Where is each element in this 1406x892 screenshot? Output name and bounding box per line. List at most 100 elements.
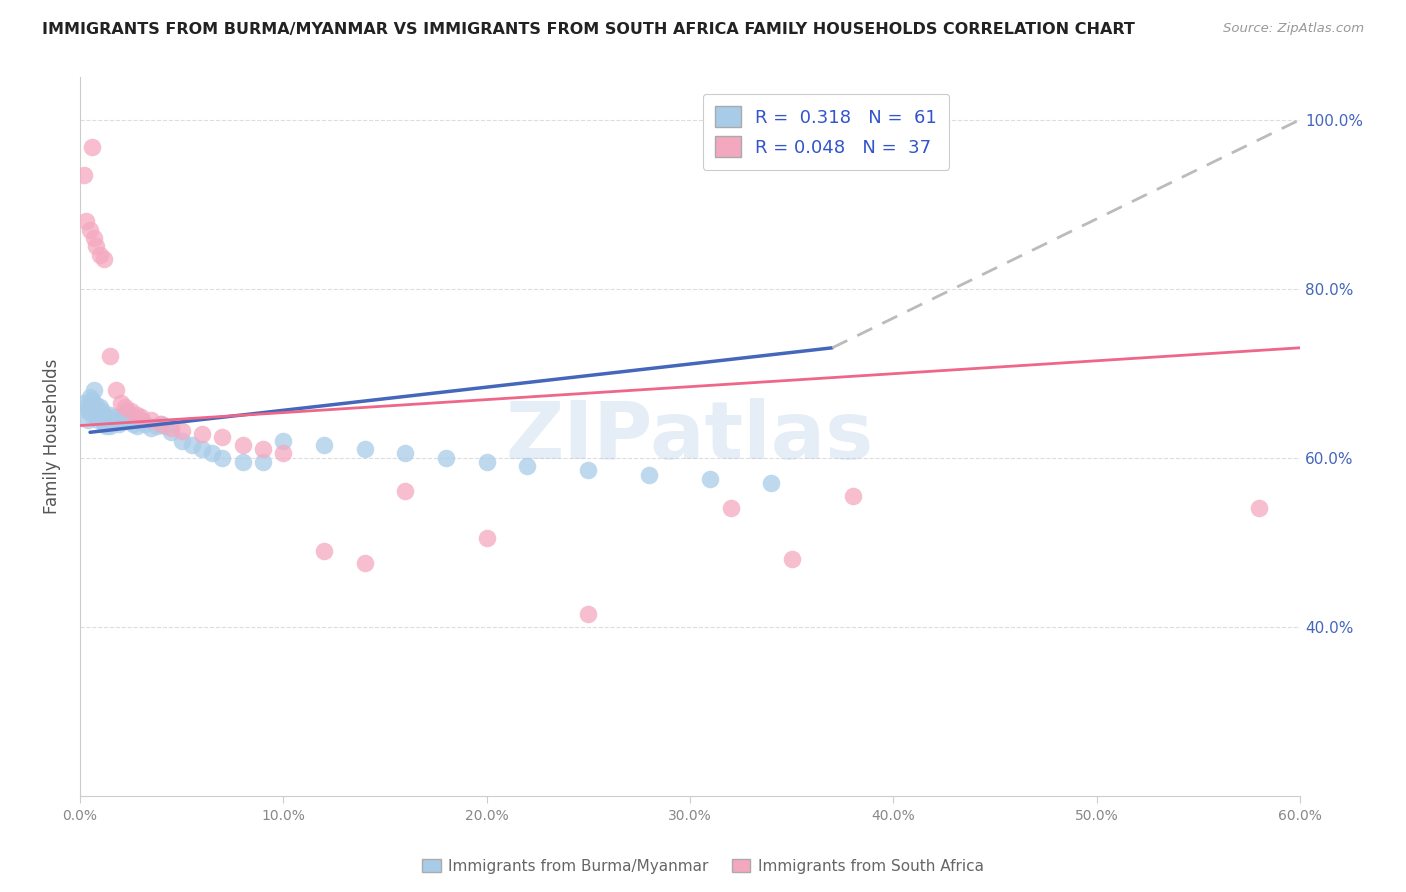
Point xyxy=(312,438,335,452)
Point xyxy=(110,395,132,409)
Point xyxy=(841,489,863,503)
Y-axis label: Family Households: Family Households xyxy=(44,359,60,514)
Point xyxy=(125,418,148,433)
Point xyxy=(170,434,193,448)
Point xyxy=(89,248,111,262)
Point xyxy=(80,139,103,153)
Point xyxy=(139,421,162,435)
Point xyxy=(120,412,142,426)
Point xyxy=(80,393,103,408)
Point xyxy=(114,400,136,414)
Point xyxy=(201,446,224,460)
Point xyxy=(79,401,101,416)
Point xyxy=(93,252,115,266)
Point xyxy=(83,383,105,397)
Point xyxy=(252,455,274,469)
Point xyxy=(129,410,152,425)
Point xyxy=(125,409,148,423)
Point xyxy=(129,412,152,426)
Legend: Immigrants from Burma/Myanmar, Immigrants from South Africa: Immigrants from Burma/Myanmar, Immigrant… xyxy=(416,853,990,880)
Point xyxy=(93,417,115,431)
Point xyxy=(100,349,122,363)
Point xyxy=(73,395,96,409)
Point xyxy=(516,459,538,474)
Point xyxy=(93,409,115,423)
Point xyxy=(720,501,742,516)
Point xyxy=(80,409,103,423)
Point xyxy=(170,424,193,438)
Point xyxy=(394,484,416,499)
Point xyxy=(155,418,177,433)
Point xyxy=(699,472,721,486)
Point xyxy=(97,415,120,429)
Point xyxy=(107,417,129,431)
Point xyxy=(91,404,114,418)
Point xyxy=(120,404,142,418)
Point xyxy=(84,410,107,425)
Point xyxy=(211,450,233,465)
Point xyxy=(1249,501,1271,516)
Point xyxy=(77,412,100,426)
Point xyxy=(780,552,803,566)
Text: IMMIGRANTS FROM BURMA/MYANMAR VS IMMIGRANTS FROM SOUTH AFRICA FAMILY HOUSEHOLDS : IMMIGRANTS FROM BURMA/MYANMAR VS IMMIGRA… xyxy=(42,22,1135,37)
Point xyxy=(434,450,457,465)
Point xyxy=(84,398,107,412)
Point xyxy=(101,412,124,426)
Point xyxy=(100,409,122,423)
Point xyxy=(475,455,498,469)
Point xyxy=(139,412,162,426)
Text: Source: ZipAtlas.com: Source: ZipAtlas.com xyxy=(1223,22,1364,36)
Point xyxy=(96,418,118,433)
Point xyxy=(79,390,101,404)
Point xyxy=(191,442,214,457)
Point xyxy=(87,404,110,418)
Point xyxy=(96,410,118,425)
Point xyxy=(114,407,136,421)
Point xyxy=(134,417,156,431)
Point xyxy=(252,442,274,457)
Point xyxy=(87,412,110,426)
Point xyxy=(100,418,122,433)
Point xyxy=(110,412,132,426)
Point xyxy=(91,412,114,426)
Point xyxy=(271,446,294,460)
Point xyxy=(75,214,97,228)
Legend: R =  0.318   N =  61, R = 0.048   N =  37: R = 0.318 N = 61, R = 0.048 N = 37 xyxy=(703,94,949,169)
Point xyxy=(353,556,375,570)
Point xyxy=(79,222,101,236)
Point xyxy=(89,409,111,423)
Point xyxy=(75,400,97,414)
Point xyxy=(150,417,173,431)
Point xyxy=(638,467,661,482)
Point xyxy=(89,400,111,414)
Point xyxy=(84,239,107,253)
Point xyxy=(160,421,183,435)
Point xyxy=(160,425,183,440)
Point xyxy=(271,434,294,448)
Point xyxy=(73,168,96,182)
Point xyxy=(312,543,335,558)
Point xyxy=(105,383,128,397)
Point xyxy=(232,455,254,469)
Point xyxy=(211,429,233,443)
Point xyxy=(83,231,105,245)
Point xyxy=(191,427,214,442)
Point xyxy=(353,442,375,457)
Point xyxy=(77,404,100,418)
Point xyxy=(475,531,498,545)
Point xyxy=(146,418,169,433)
Point xyxy=(180,438,202,452)
Point xyxy=(111,409,134,423)
Point xyxy=(232,438,254,452)
Point xyxy=(576,607,599,621)
Point xyxy=(394,446,416,460)
Point xyxy=(105,415,128,429)
Text: ZIPatlas: ZIPatlas xyxy=(506,398,875,475)
Point xyxy=(761,475,783,490)
Point xyxy=(103,410,125,425)
Point xyxy=(115,404,138,418)
Point xyxy=(576,463,599,477)
Point xyxy=(150,417,173,431)
Point xyxy=(121,417,143,431)
Point xyxy=(83,404,105,418)
